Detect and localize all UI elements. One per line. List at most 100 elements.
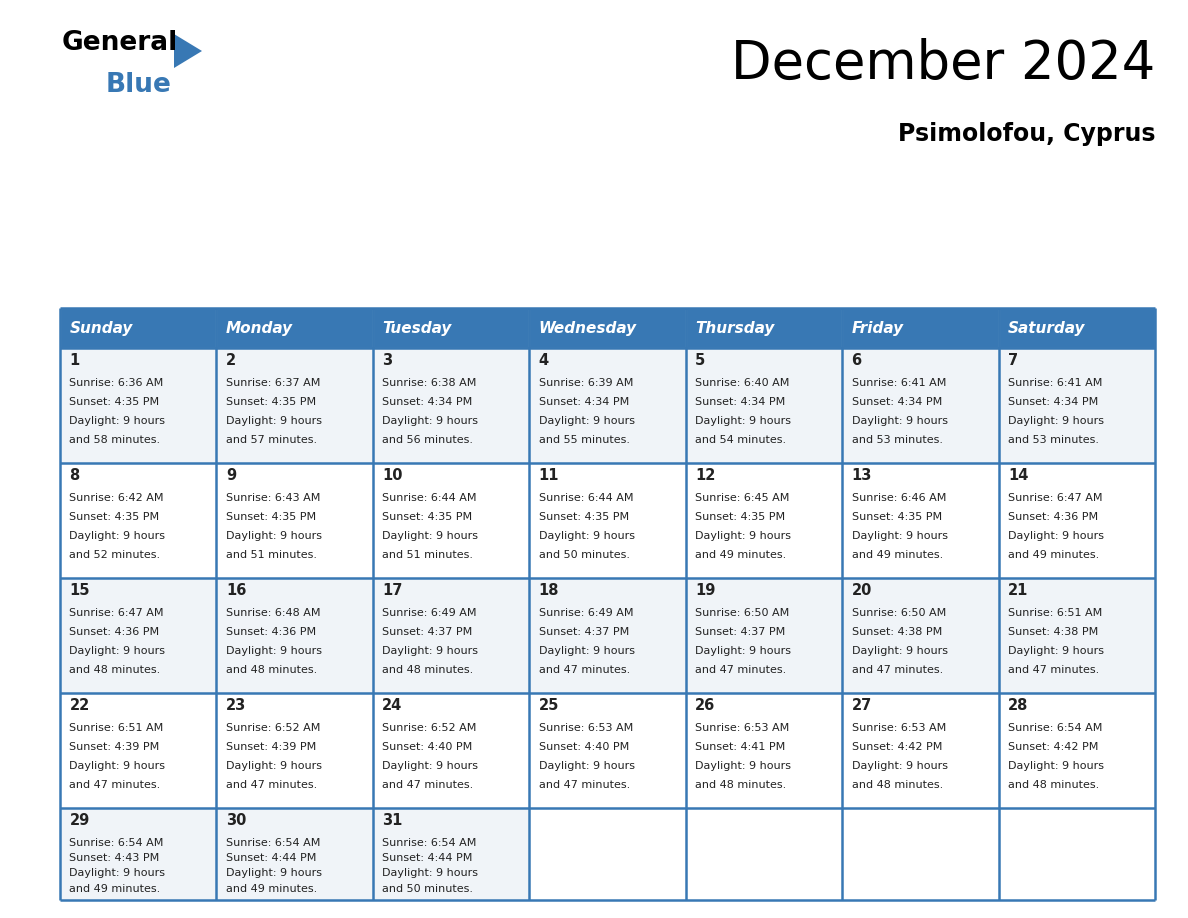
Bar [373,578,530,693]
Bar [685,808,842,900]
Text: Sunset: 4:42 PM: Sunset: 4:42 PM [852,742,942,752]
Text: Daylight: 9 hours: Daylight: 9 hours [538,761,634,771]
Text: Sunset: 4:35 PM: Sunset: 4:35 PM [695,512,785,522]
Bar [530,463,685,578]
Text: Sunset: 4:37 PM: Sunset: 4:37 PM [383,627,473,637]
Text: Daylight: 9 hours: Daylight: 9 hours [226,416,322,426]
Text: Sunset: 4:41 PM: Sunset: 4:41 PM [695,742,785,752]
Text: Daylight: 9 hours: Daylight: 9 hours [69,531,165,541]
Text: and 53 minutes.: and 53 minutes. [852,435,942,445]
Text: 11: 11 [538,468,560,483]
Text: and 53 minutes.: and 53 minutes. [1007,435,1099,445]
Text: Daylight: 9 hours: Daylight: 9 hours [852,761,948,771]
Text: and 48 minutes.: and 48 minutes. [852,780,943,789]
Text: and 51 minutes.: and 51 minutes. [226,550,317,560]
Text: Sunrise: 6:50 AM: Sunrise: 6:50 AM [695,608,789,618]
Text: and 47 minutes.: and 47 minutes. [383,780,474,789]
Text: Sunrise: 6:53 AM: Sunrise: 6:53 AM [538,723,633,733]
Text: 16: 16 [226,583,246,598]
Text: Friday: Friday [852,320,904,335]
Text: and 55 minutes.: and 55 minutes. [538,435,630,445]
Text: Daylight: 9 hours: Daylight: 9 hours [695,761,791,771]
Text: and 48 minutes.: and 48 minutes. [69,665,160,675]
Bar [842,693,999,808]
Text: 22: 22 [69,698,89,713]
Text: and 49 minutes.: and 49 minutes. [226,883,317,893]
Text: and 48 minutes.: and 48 minutes. [1007,780,1099,789]
Text: Daylight: 9 hours: Daylight: 9 hours [69,761,165,771]
Text: 5: 5 [695,353,706,368]
Bar [530,808,685,900]
Bar [999,308,1155,348]
Text: Sunset: 4:34 PM: Sunset: 4:34 PM [538,397,628,407]
Text: Sunset: 4:37 PM: Sunset: 4:37 PM [695,627,785,637]
Text: Sunrise: 6:52 AM: Sunrise: 6:52 AM [383,723,476,733]
Text: Sunset: 4:37 PM: Sunset: 4:37 PM [538,627,628,637]
Text: and 47 minutes.: and 47 minutes. [538,780,630,789]
Text: Sunrise: 6:53 AM: Sunrise: 6:53 AM [852,723,946,733]
Text: Sunset: 4:39 PM: Sunset: 4:39 PM [226,742,316,752]
Text: Sunset: 4:34 PM: Sunset: 4:34 PM [1007,397,1098,407]
Bar [842,578,999,693]
Text: Daylight: 9 hours: Daylight: 9 hours [226,761,322,771]
Text: Sunrise: 6:47 AM: Sunrise: 6:47 AM [69,608,164,618]
Text: 29: 29 [69,813,89,828]
Bar [216,463,373,578]
Bar [216,693,373,808]
Text: Daylight: 9 hours: Daylight: 9 hours [1007,761,1104,771]
Text: Sunrise: 6:44 AM: Sunrise: 6:44 AM [383,493,476,503]
Bar [999,578,1155,693]
Text: Sunrise: 6:54 AM: Sunrise: 6:54 AM [226,838,321,848]
Text: and 47 minutes.: and 47 minutes. [1007,665,1099,675]
Text: 20: 20 [852,583,872,598]
Text: Sunset: 4:34 PM: Sunset: 4:34 PM [852,397,942,407]
Bar [842,348,999,463]
Text: 15: 15 [69,583,90,598]
Bar [61,693,216,808]
Text: Sunset: 4:35 PM: Sunset: 4:35 PM [538,512,628,522]
Text: Sunset: 4:42 PM: Sunset: 4:42 PM [1007,742,1099,752]
Text: Sunrise: 6:41 AM: Sunrise: 6:41 AM [852,378,946,388]
Text: Sunset: 4:35 PM: Sunset: 4:35 PM [852,512,942,522]
Bar [61,308,216,348]
Text: and 48 minutes.: and 48 minutes. [226,665,317,675]
Text: Sunset: 4:39 PM: Sunset: 4:39 PM [69,742,159,752]
Text: Sunset: 4:36 PM: Sunset: 4:36 PM [226,627,316,637]
Text: and 50 minutes.: and 50 minutes. [538,550,630,560]
Text: Daylight: 9 hours: Daylight: 9 hours [226,868,322,879]
Bar [61,578,216,693]
Text: 1: 1 [69,353,80,368]
Text: Sunset: 4:35 PM: Sunset: 4:35 PM [69,397,159,407]
Text: 19: 19 [695,583,715,598]
Bar [999,348,1155,463]
Bar [373,693,530,808]
Text: Daylight: 9 hours: Daylight: 9 hours [69,416,165,426]
Bar [999,808,1155,900]
Text: December 2024: December 2024 [731,38,1155,90]
Text: 30: 30 [226,813,246,828]
Bar [685,348,842,463]
Text: and 49 minutes.: and 49 minutes. [852,550,943,560]
Text: and 52 minutes.: and 52 minutes. [69,550,160,560]
Text: Daylight: 9 hours: Daylight: 9 hours [852,646,948,656]
Text: 4: 4 [538,353,549,368]
Text: Sunrise: 6:40 AM: Sunrise: 6:40 AM [695,378,790,388]
Text: Daylight: 9 hours: Daylight: 9 hours [852,416,948,426]
Text: Sunset: 4:36 PM: Sunset: 4:36 PM [1007,512,1098,522]
Text: and 48 minutes.: and 48 minutes. [383,665,474,675]
Text: Sunrise: 6:49 AM: Sunrise: 6:49 AM [538,608,633,618]
Text: Sunset: 4:36 PM: Sunset: 4:36 PM [69,627,159,637]
Text: Sunrise: 6:54 AM: Sunrise: 6:54 AM [383,838,476,848]
Text: Sunrise: 6:49 AM: Sunrise: 6:49 AM [383,608,476,618]
Text: Daylight: 9 hours: Daylight: 9 hours [1007,416,1104,426]
Bar [842,808,999,900]
Text: Daylight: 9 hours: Daylight: 9 hours [383,531,479,541]
Bar [842,463,999,578]
Text: and 47 minutes.: and 47 minutes. [538,665,630,675]
Text: Daylight: 9 hours: Daylight: 9 hours [538,531,634,541]
Text: Sunset: 4:38 PM: Sunset: 4:38 PM [1007,627,1098,637]
Text: and 51 minutes.: and 51 minutes. [383,550,473,560]
Bar [373,463,530,578]
Text: Sunset: 4:35 PM: Sunset: 4:35 PM [226,512,316,522]
Text: Sunrise: 6:48 AM: Sunrise: 6:48 AM [226,608,321,618]
